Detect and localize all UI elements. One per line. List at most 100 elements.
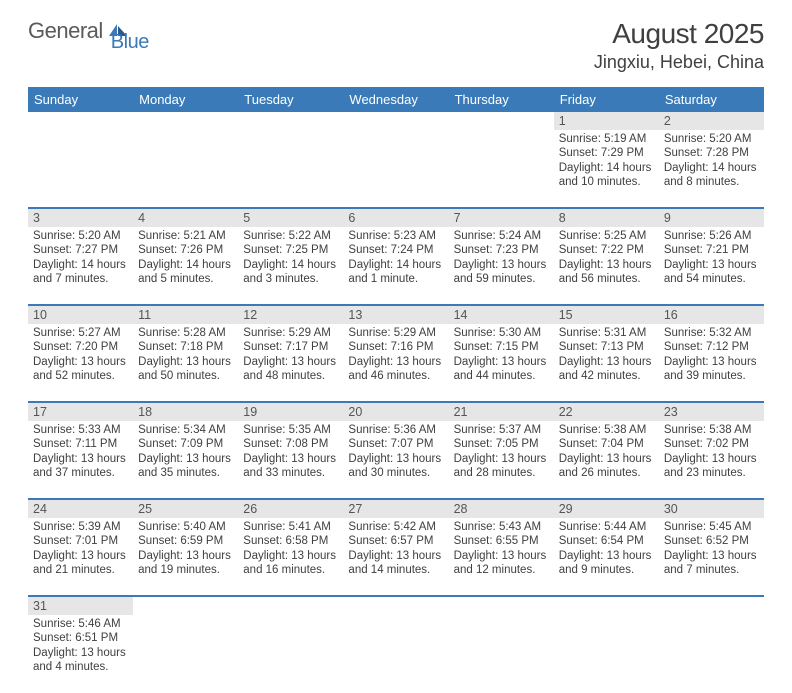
sunset-text: Sunset: 7:12 PM — [664, 340, 759, 354]
day-number-row: 10111213141516 — [28, 305, 764, 324]
day-number: 9 — [659, 208, 764, 227]
daylight-text: Daylight: 13 hours and 56 minutes. — [559, 258, 654, 287]
day-number: 11 — [133, 305, 238, 324]
day-number: 13 — [343, 305, 448, 324]
daylight-text: Daylight: 13 hours and 26 minutes. — [559, 452, 654, 481]
sunset-text: Sunset: 7:08 PM — [243, 437, 338, 451]
sunrise-text: Sunrise: 5:38 AM — [559, 423, 654, 437]
daylight-text: Daylight: 13 hours and 7 minutes. — [664, 549, 759, 578]
sunrise-text: Sunrise: 5:25 AM — [559, 229, 654, 243]
day-cell — [133, 615, 238, 693]
day-header: Sunday — [28, 87, 133, 112]
day-cell: Sunrise: 5:25 AMSunset: 7:22 PMDaylight:… — [554, 227, 659, 305]
sunrise-text: Sunrise: 5:44 AM — [559, 520, 654, 534]
day-number — [659, 596, 764, 615]
daylight-text: Daylight: 14 hours and 7 minutes. — [33, 258, 128, 287]
day-cell: Sunrise: 5:41 AMSunset: 6:58 PMDaylight:… — [238, 518, 343, 596]
day-cell — [133, 130, 238, 208]
day-cell — [343, 615, 448, 693]
daylight-text: Daylight: 13 hours and 46 minutes. — [348, 355, 443, 384]
day-number-row: 31 — [28, 596, 764, 615]
day-number: 30 — [659, 499, 764, 518]
sunset-text: Sunset: 7:27 PM — [33, 243, 128, 257]
day-number: 1 — [554, 112, 659, 130]
day-cell: Sunrise: 5:28 AMSunset: 7:18 PMDaylight:… — [133, 324, 238, 402]
day-number: 24 — [28, 499, 133, 518]
calendar-table: SundayMondayTuesdayWednesdayThursdayFrid… — [28, 87, 764, 693]
daylight-text: Daylight: 14 hours and 1 minute. — [348, 258, 443, 287]
day-cell — [449, 130, 554, 208]
day-number: 26 — [238, 499, 343, 518]
sunrise-text: Sunrise: 5:29 AM — [243, 326, 338, 340]
day-cell: Sunrise: 5:36 AMSunset: 7:07 PMDaylight:… — [343, 421, 448, 499]
day-number: 18 — [133, 402, 238, 421]
sunrise-text: Sunrise: 5:37 AM — [454, 423, 549, 437]
day-cell: Sunrise: 5:43 AMSunset: 6:55 PMDaylight:… — [449, 518, 554, 596]
day-number: 7 — [449, 208, 554, 227]
logo-text-blue: Blue — [111, 31, 149, 54]
daylight-text: Daylight: 13 hours and 44 minutes. — [454, 355, 549, 384]
day-cell: Sunrise: 5:29 AMSunset: 7:17 PMDaylight:… — [238, 324, 343, 402]
daylight-text: Daylight: 13 hours and 42 minutes. — [559, 355, 654, 384]
day-header: Wednesday — [343, 87, 448, 112]
daylight-text: Daylight: 14 hours and 5 minutes. — [138, 258, 233, 287]
daylight-text: Daylight: 13 hours and 4 minutes. — [33, 646, 128, 675]
day-cell — [238, 615, 343, 693]
day-number — [449, 596, 554, 615]
sunrise-text: Sunrise: 5:20 AM — [33, 229, 128, 243]
day-number: 17 — [28, 402, 133, 421]
day-number: 27 — [343, 499, 448, 518]
day-header: Saturday — [659, 87, 764, 112]
day-number: 25 — [133, 499, 238, 518]
logo-text-general: General — [28, 18, 103, 44]
day-number — [133, 596, 238, 615]
day-cell: Sunrise: 5:37 AMSunset: 7:05 PMDaylight:… — [449, 421, 554, 499]
sunrise-text: Sunrise: 5:33 AM — [33, 423, 128, 437]
day-number: 16 — [659, 305, 764, 324]
day-cell: Sunrise: 5:20 AMSunset: 7:28 PMDaylight:… — [659, 130, 764, 208]
day-cell — [449, 615, 554, 693]
daylight-text: Daylight: 13 hours and 48 minutes. — [243, 355, 338, 384]
day-cell: Sunrise: 5:24 AMSunset: 7:23 PMDaylight:… — [449, 227, 554, 305]
day-cell: Sunrise: 5:38 AMSunset: 7:04 PMDaylight:… — [554, 421, 659, 499]
sunrise-text: Sunrise: 5:22 AM — [243, 229, 338, 243]
day-cell: Sunrise: 5:21 AMSunset: 7:26 PMDaylight:… — [133, 227, 238, 305]
day-cell: Sunrise: 5:34 AMSunset: 7:09 PMDaylight:… — [133, 421, 238, 499]
sunrise-text: Sunrise: 5:36 AM — [348, 423, 443, 437]
sunrise-text: Sunrise: 5:43 AM — [454, 520, 549, 534]
daylight-text: Daylight: 13 hours and 16 minutes. — [243, 549, 338, 578]
day-number: 4 — [133, 208, 238, 227]
day-content-row: Sunrise: 5:33 AMSunset: 7:11 PMDaylight:… — [28, 421, 764, 499]
day-number: 8 — [554, 208, 659, 227]
day-number — [343, 596, 448, 615]
sunset-text: Sunset: 7:07 PM — [348, 437, 443, 451]
daylight-text: Daylight: 13 hours and 50 minutes. — [138, 355, 233, 384]
daylight-text: Daylight: 13 hours and 9 minutes. — [559, 549, 654, 578]
daylight-text: Daylight: 13 hours and 19 minutes. — [138, 549, 233, 578]
sunrise-text: Sunrise: 5:35 AM — [243, 423, 338, 437]
sunset-text: Sunset: 7:26 PM — [138, 243, 233, 257]
day-number: 10 — [28, 305, 133, 324]
sunrise-text: Sunrise: 5:31 AM — [559, 326, 654, 340]
sunset-text: Sunset: 7:16 PM — [348, 340, 443, 354]
sunrise-text: Sunrise: 5:27 AM — [33, 326, 128, 340]
sunset-text: Sunset: 6:57 PM — [348, 534, 443, 548]
sunrise-text: Sunrise: 5:46 AM — [33, 617, 128, 631]
day-number: 6 — [343, 208, 448, 227]
day-number — [238, 112, 343, 130]
day-cell: Sunrise: 5:46 AMSunset: 6:51 PMDaylight:… — [28, 615, 133, 693]
daylight-text: Daylight: 13 hours and 12 minutes. — [454, 549, 549, 578]
day-number: 31 — [28, 596, 133, 615]
day-cell — [28, 130, 133, 208]
sunset-text: Sunset: 7:05 PM — [454, 437, 549, 451]
sunrise-text: Sunrise: 5:39 AM — [33, 520, 128, 534]
day-cell: Sunrise: 5:27 AMSunset: 7:20 PMDaylight:… — [28, 324, 133, 402]
sunrise-text: Sunrise: 5:41 AM — [243, 520, 338, 534]
sunrise-text: Sunrise: 5:26 AM — [664, 229, 759, 243]
day-header-row: SundayMondayTuesdayWednesdayThursdayFrid… — [28, 87, 764, 112]
sunset-text: Sunset: 6:54 PM — [559, 534, 654, 548]
daylight-text: Daylight: 13 hours and 33 minutes. — [243, 452, 338, 481]
sunrise-text: Sunrise: 5:21 AM — [138, 229, 233, 243]
location: Jingxiu, Hebei, China — [594, 52, 764, 73]
sunset-text: Sunset: 6:58 PM — [243, 534, 338, 548]
